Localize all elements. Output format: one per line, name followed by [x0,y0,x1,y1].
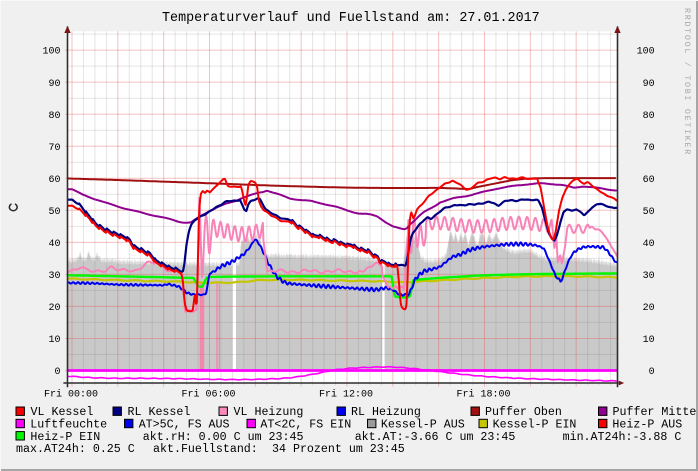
svg-text:30: 30 [643,271,655,282]
svg-text:30: 30 [48,271,60,282]
svg-text:VL Heizung: VL Heizung [234,406,304,419]
svg-text:min.AT24h:-3.88 C: min.AT24h:-3.88 C [563,431,682,444]
svg-text:Puffer Oben: Puffer Oben [485,406,562,419]
svg-text:60: 60 [48,175,60,186]
svg-text:Luftfeuchte: Luftfeuchte [30,419,107,432]
svg-text:90: 90 [643,79,655,90]
svg-text:10: 10 [643,335,655,346]
svg-text:100: 100 [42,47,60,58]
svg-text:0: 0 [649,367,655,378]
svg-text:RL Heizung: RL Heizung [351,406,421,419]
svg-text:VL Kessel: VL Kessel [31,406,94,419]
svg-text:AT<2C, FS EIN: AT<2C, FS EIN [260,419,351,432]
svg-text:20: 20 [643,303,655,314]
svg-text:Fri 00:00: Fri 00:00 [44,388,98,400]
svg-text:RRDTOOL / TOBI OETIKER: RRDTOOL / TOBI OETIKER [682,8,692,156]
svg-text:Puffer Mitte: Puffer Mitte [613,406,697,419]
svg-text:RL Kessel: RL Kessel [128,406,191,419]
svg-text:Heiz-P EIN: Heiz-P EIN [30,431,100,444]
svg-text:80: 80 [48,111,60,122]
svg-text:akt.Fuellstand:: akt.Fuellstand: [153,443,258,456]
svg-text:80: 80 [643,111,655,122]
svg-text:70: 70 [48,143,60,154]
svg-text:akt.rH: 0.00 C um 23:45: akt.rH: 0.00 C um 23:45 [143,431,304,444]
svg-text:100: 100 [637,47,655,58]
svg-text:Temperaturverlauf und Fuellsta: Temperaturverlauf und Fuellstand am: 27.… [162,11,540,26]
svg-text:Fri 18:00: Fri 18:00 [456,388,510,400]
svg-text:20: 20 [48,303,60,314]
svg-text:Heiz-P AUS: Heiz-P AUS [612,419,682,432]
svg-text:50: 50 [48,207,60,218]
svg-text:40: 40 [48,239,60,250]
svg-text:Fri 12:00: Fri 12:00 [319,388,373,400]
svg-text:60: 60 [643,175,655,186]
svg-text:Kessel-P AUS: Kessel-P AUS [381,419,465,432]
svg-text:0: 0 [54,367,60,378]
svg-text:max.AT24h: 0.25 C: max.AT24h: 0.25 C [16,443,135,456]
svg-text:Kessel-P EIN: Kessel-P EIN [493,419,577,432]
svg-text:70: 70 [643,143,655,154]
svg-text:akt.AT:-3.66 C um 23:45: akt.AT:-3.66 C um 23:45 [355,431,516,444]
svg-text:10: 10 [48,335,60,346]
svg-text:50: 50 [643,207,655,218]
svg-text:AT>5C, FS AUS: AT>5C, FS AUS [139,419,230,432]
svg-text:34 Prozent um 23:45: 34 Prozent um 23:45 [272,443,405,456]
svg-text:40: 40 [643,239,655,250]
svg-text:90: 90 [48,79,60,90]
svg-text:Fri 06:00: Fri 06:00 [181,388,235,400]
